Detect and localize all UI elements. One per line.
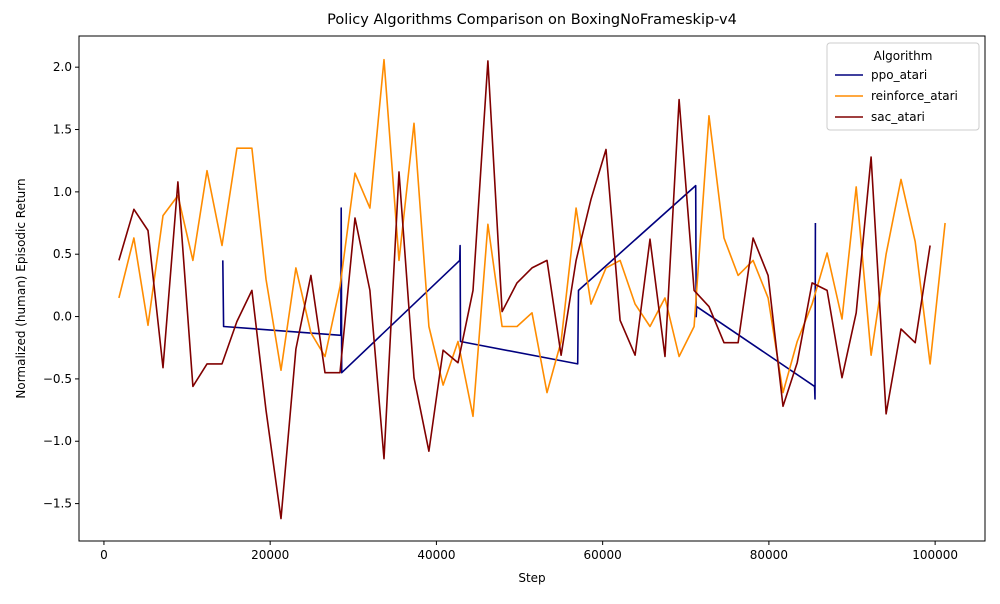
x-tick-label: 40000: [417, 548, 455, 562]
series-line-ppo-atari: [222, 184, 817, 400]
legend: Algorithm ppo_atari reinforce_atari sac_at…: [826, 42, 980, 131]
x-axis-label: Step: [518, 571, 545, 585]
y-tick-label: −1.0: [43, 434, 72, 448]
y-tick-label: −1.5: [43, 497, 72, 511]
y-tick-label: 2.0: [53, 60, 72, 74]
x-tick-label: 100000: [912, 548, 958, 562]
x-tick-label: 0: [100, 548, 108, 562]
y-tick-label: 0.0: [53, 310, 72, 324]
legend-label: ppo_atari: [871, 68, 927, 82]
legend-label: reinforce_atari: [871, 89, 958, 103]
y-tick-label: 1.5: [53, 123, 72, 137]
x-tick-label: 20000: [251, 548, 289, 562]
legend-box: [826, 42, 980, 131]
series-layer: [118, 58, 946, 520]
x-tick-label: 80000: [750, 548, 788, 562]
legend-label: sac_atari: [871, 110, 925, 124]
legend-title: Algorithm: [874, 49, 933, 63]
y-axis-label: Normalized (human) Episodic Return: [14, 178, 28, 398]
y-tick-label: −0.5: [43, 372, 72, 386]
legend-entries: ppo_atari reinforce_atari sac_atari: [835, 68, 958, 124]
axes: 0 20000 40000 60000 80000 100000 −1.5 −1.0 −0.5 0…: [43, 60, 958, 562]
series-line-reinforce-atari: [118, 58, 946, 418]
y-tick-label: 0.5: [53, 247, 72, 261]
chart-title: Policy Algorithms Comparison on BoxingNo…: [327, 12, 737, 28]
plot-frame: [78, 35, 986, 542]
x-tick-label: 60000: [584, 548, 622, 562]
y-tick-label: 1.0: [53, 185, 72, 199]
series-line-sac-atari: [118, 60, 931, 520]
